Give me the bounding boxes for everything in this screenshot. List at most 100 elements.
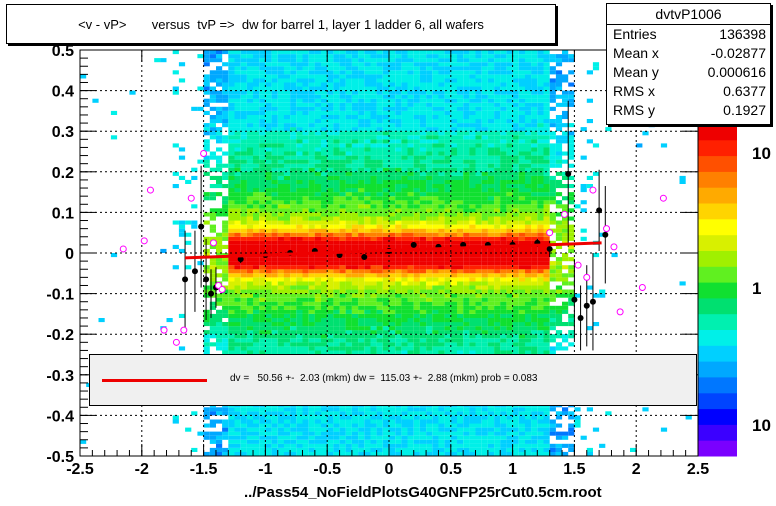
heatmap-cell [457, 212, 464, 217]
heatmap-cell [228, 415, 235, 420]
heatmap-cell [314, 175, 321, 180]
heatmap-cell [401, 204, 408, 209]
heatmap-cell [382, 50, 389, 55]
heatmap-cell [228, 208, 235, 213]
heatmap-cell [283, 98, 291, 103]
heatmap-cell [351, 179, 359, 184]
heatmap-cell [389, 334, 396, 339]
heatmap-cell [487, 127, 495, 132]
heatmap-cell [401, 155, 408, 160]
heatmap-cell [265, 78, 272, 83]
heatmap-cell [283, 248, 291, 253]
heatmap-cell [271, 293, 278, 298]
heatmap-cell [209, 228, 216, 233]
heatmap-cell [296, 119, 303, 124]
heatmap-cell [308, 240, 315, 245]
heatmap-cell [481, 143, 488, 148]
heatmap-cell [358, 184, 365, 189]
heatmap-cell [487, 204, 495, 209]
heatmap-cell [314, 293, 321, 298]
heatmap-cell [358, 285, 365, 290]
heatmap-cell [277, 147, 284, 152]
heatmap-cell [259, 66, 266, 71]
heatmap-cell [339, 350, 346, 355]
heatmap-cell [382, 350, 389, 355]
heatmap-cell [389, 54, 396, 59]
heatmap-cell [432, 236, 439, 241]
heatmap-cell [450, 54, 457, 59]
heatmap-cell [253, 423, 260, 428]
heatmap-cell [351, 244, 359, 249]
heatmap-cell [395, 423, 402, 428]
heatmap-cell [389, 86, 396, 91]
heatmap-cell [308, 443, 315, 448]
heatmap-cell [234, 54, 241, 59]
heatmap-cell [216, 70, 223, 75]
heatmap-cell [419, 90, 427, 95]
heatmap-cell [296, 350, 303, 355]
heatmap-cell [216, 139, 223, 144]
heatmap-cell [283, 188, 291, 193]
heatmap-cell [321, 305, 328, 310]
heatmap-cell [283, 447, 291, 452]
heatmap-cell [395, 184, 402, 189]
heatmap-cell [314, 346, 321, 351]
heatmap-cell [494, 334, 501, 339]
heatmap-cell [333, 54, 340, 59]
heatmap-cell [234, 147, 241, 152]
heatmap-cell [376, 131, 383, 136]
heatmap-cell [234, 342, 241, 347]
heatmap-cell [413, 110, 420, 115]
heatmap-cell [358, 98, 365, 103]
heatmap-cell [426, 322, 433, 327]
heatmap-cell [413, 285, 420, 290]
heatmap-cell [487, 216, 495, 221]
heatmap-cell [500, 330, 507, 335]
heatmap-cell [426, 419, 433, 424]
heatmap-cell [407, 135, 414, 140]
heatmap-cell [481, 94, 488, 99]
heatmap-cell [432, 216, 439, 221]
heatmap-cell [500, 90, 507, 95]
heatmap-cell [314, 147, 321, 152]
heatmap-cell [457, 82, 464, 87]
heatmap-cell [222, 212, 229, 217]
heatmap-cell [382, 289, 389, 294]
heatmap-cell [364, 50, 371, 55]
heatmap-cell [333, 90, 340, 95]
heatmap-cell [487, 411, 495, 416]
heatmap-cell [203, 289, 210, 294]
heatmap-cell [259, 301, 266, 306]
heatmap-cell [271, 82, 278, 87]
heatmap-cell [234, 269, 241, 274]
heatmap-cell [209, 273, 216, 278]
heatmap-cell [321, 273, 328, 278]
heatmap-cell [228, 82, 235, 87]
heatmap-cell [314, 216, 321, 221]
heatmap-cell [321, 139, 328, 144]
heatmap-cell [401, 179, 408, 184]
heatmap-cell [345, 78, 352, 83]
heatmap-cell [481, 70, 488, 75]
heatmap-cell [512, 220, 519, 225]
heatmap-cell [296, 447, 303, 452]
heatmap-cell [308, 110, 315, 115]
heatmap-cell [271, 261, 278, 266]
heatmap-cell [457, 273, 464, 278]
heatmap-cell [469, 451, 476, 456]
heatmap-cell [401, 102, 408, 107]
heatmap-cell [351, 50, 359, 55]
heatmap-cell [259, 171, 266, 176]
heatmap-cell [351, 175, 359, 180]
heatmap-cell [253, 123, 260, 128]
heatmap-cell [259, 338, 266, 343]
heatmap-cell [494, 74, 501, 79]
heatmap-cell [389, 74, 396, 79]
heatmap-cell [413, 269, 420, 274]
heatmap-cell [401, 62, 408, 67]
heatmap-cell [401, 338, 408, 343]
heatmap-cell [271, 289, 278, 294]
heatmap-cell [234, 451, 241, 456]
heatmap-cell [494, 285, 501, 290]
heatmap-cell [506, 123, 513, 128]
